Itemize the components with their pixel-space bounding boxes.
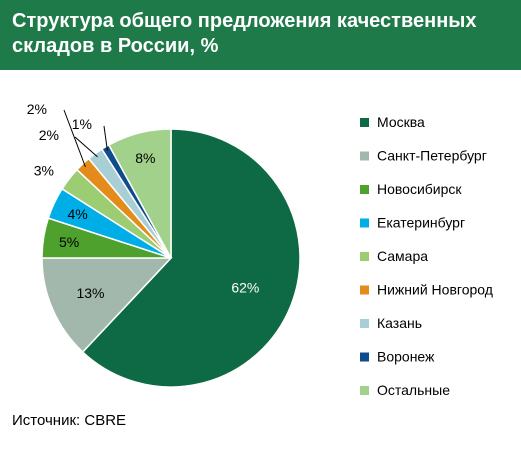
legend-swatch-6 (360, 285, 369, 295)
slice-label-6: 2% (27, 101, 47, 117)
pie-chart: 62% 13% 5% 4% 3% 2% 2% 1% 8% Москва Санкт-Петербу… (27, 101, 493, 398)
legend-label-3: Новосибирск (377, 181, 462, 197)
slice-label-7: 2% (39, 127, 59, 143)
legend-swatch-9 (360, 386, 369, 395)
leader-line-6 (63, 109, 86, 168)
leader-line-8 (103, 125, 108, 151)
legend-label-5: Самара (377, 248, 428, 264)
slice-label-2: 13% (76, 285, 104, 301)
leader-lines (63, 109, 108, 168)
pie-slice-2 (41, 257, 173, 354)
source-note: Источник: CBRE (12, 412, 127, 429)
slice-label-3: 5% (59, 234, 79, 250)
slice-label-9: 8% (135, 150, 155, 166)
legend: Москва Санкт-Петербург Новосибирск Екатерин… (360, 114, 493, 398)
legend-label-2: Санкт-Петербург (377, 148, 487, 164)
chart-title-line-1: Структура общего предложения качественны… (12, 10, 477, 32)
legend-swatch-4 (360, 218, 369, 228)
legend-label-8: Воронеж (377, 349, 435, 365)
legend-swatch-5 (360, 252, 369, 261)
pie-slice-9 (107, 128, 172, 259)
legend-swatch-7 (360, 319, 369, 328)
legend-swatch-1 (360, 118, 369, 127)
legend-label-1: Москва (377, 114, 425, 130)
legend-swatch-3 (360, 185, 369, 194)
chart-title-line-2: складов в России, % (12, 35, 219, 57)
slice-label-1: 62% (231, 279, 259, 295)
legend-swatch-8 (360, 352, 369, 362)
legend-label-6: Нижний Новгород (377, 282, 493, 298)
legend-label-4: Екатеринбург (377, 215, 465, 231)
chart-header: Структура общего предложения качественны… (0, 0, 521, 70)
legend-swatch-2 (360, 151, 369, 161)
pie-slices (41, 128, 301, 388)
slice-labels: 62% 13% 5% 4% 3% 2% 2% 1% 8% (27, 101, 260, 301)
slice-label-5: 3% (34, 162, 54, 178)
legend-label-9: Остальные (377, 382, 450, 398)
pie-slice-1 (81, 128, 301, 388)
leader-line-7 (74, 136, 98, 158)
slice-label-4: 4% (68, 206, 88, 222)
slice-label-8: 1% (72, 116, 92, 132)
legend-label-7: Казань (377, 315, 422, 331)
